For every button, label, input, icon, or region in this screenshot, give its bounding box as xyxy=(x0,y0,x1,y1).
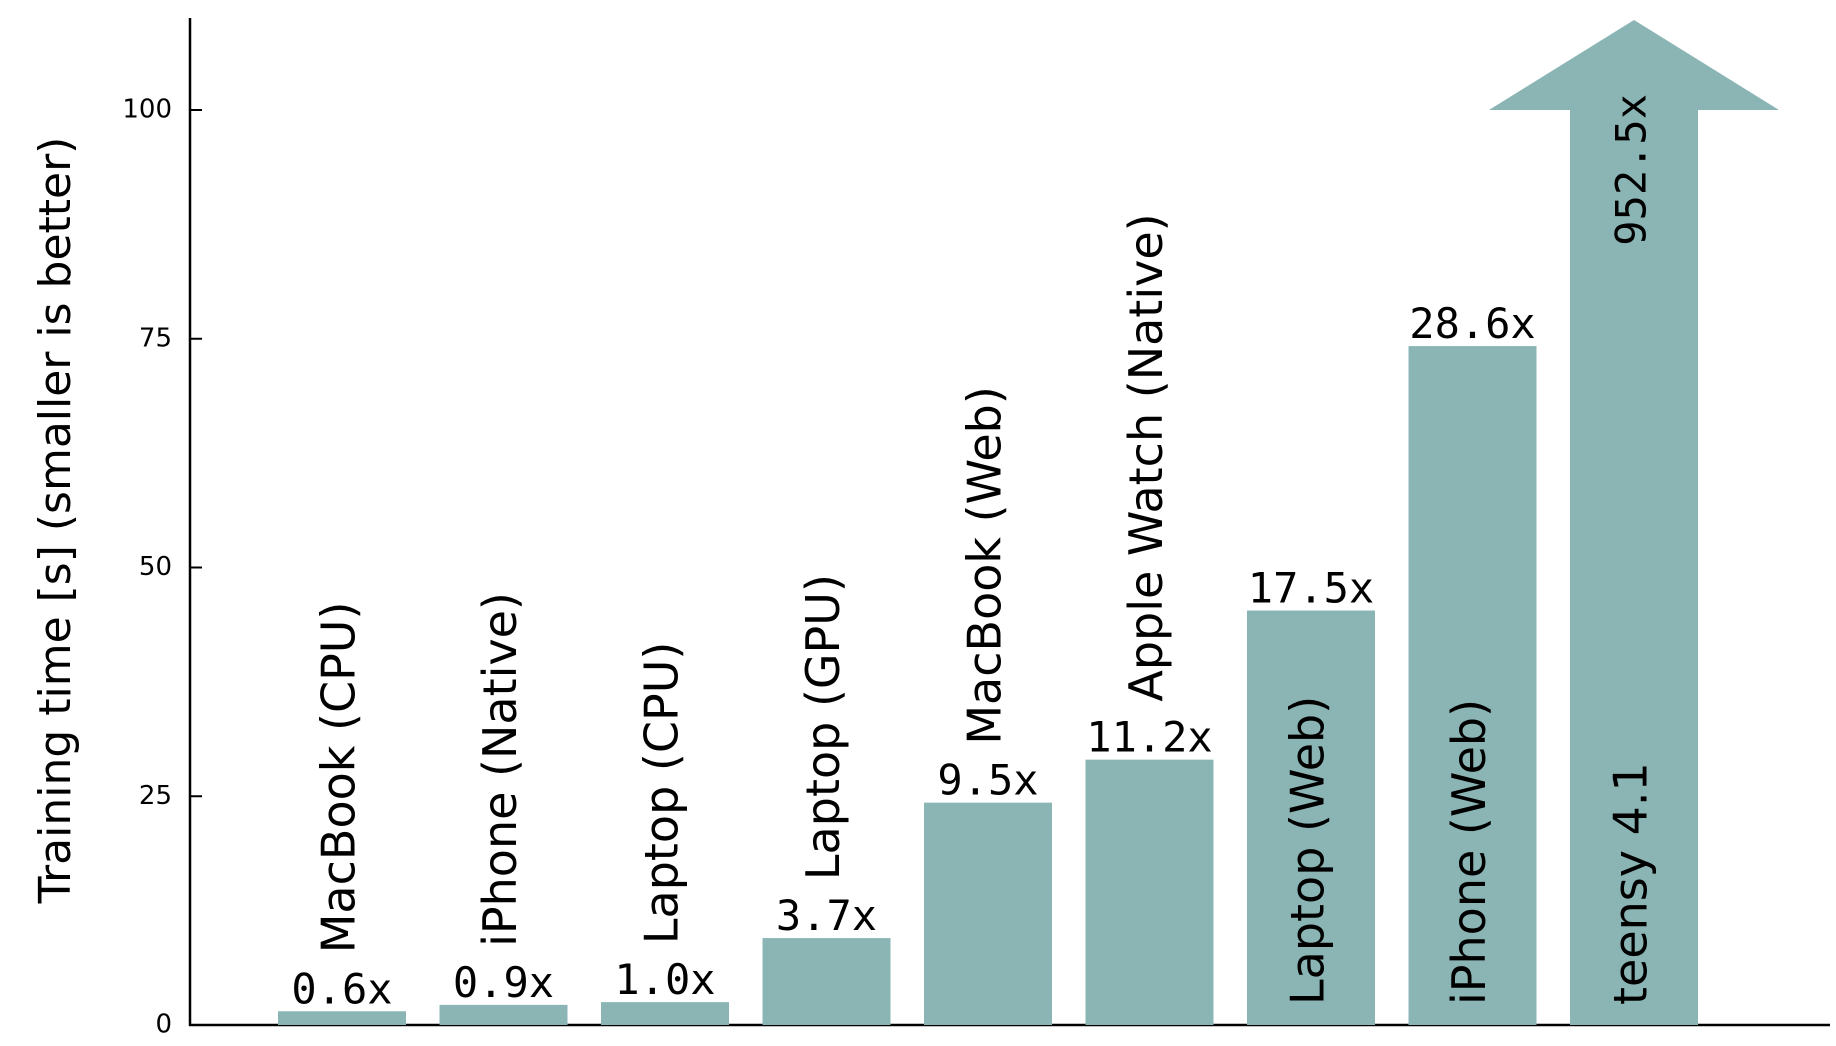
y-tick-label: 0 xyxy=(155,1010,172,1040)
ratio-label: 0.6x xyxy=(291,964,392,1013)
bar xyxy=(762,938,891,1025)
ratio-label: 17.5x xyxy=(1248,564,1374,613)
category-label: Apple Watch (Native) xyxy=(1119,213,1173,701)
category-label: iPhone (Web) xyxy=(1442,699,1496,1005)
ratio-label: 1.0x xyxy=(614,955,715,1004)
bar-arrow xyxy=(1489,20,1779,1025)
bar xyxy=(1247,610,1375,1025)
bar xyxy=(601,1002,729,1025)
ratio-label: 28.6x xyxy=(1409,299,1535,348)
y-tick-label: 100 xyxy=(122,95,172,125)
ratio-label: 11.2x xyxy=(1086,713,1212,762)
ratio-label: 952.5x xyxy=(1607,94,1656,246)
bar xyxy=(278,1011,406,1025)
y-tick-label: 25 xyxy=(139,781,172,811)
category-label: Laptop (CPU) xyxy=(635,642,689,944)
bar xyxy=(1085,759,1214,1025)
bar xyxy=(439,1004,568,1025)
y-ticks: 0 25 50 75 100 xyxy=(122,95,202,1040)
category-label: Laptop (Web) xyxy=(1281,696,1335,1005)
bars xyxy=(278,20,1779,1025)
category-label: MacBook (CPU) xyxy=(312,602,366,954)
category-label: teensy 4.1 xyxy=(1604,762,1658,1005)
y-axis-label: Training time [s] (smaller is better) xyxy=(30,137,81,905)
ratio-label: 3.7x xyxy=(776,891,877,940)
bar xyxy=(1408,346,1537,1025)
category-label: Laptop (GPU) xyxy=(796,574,850,880)
y-tick-label: 75 xyxy=(139,323,172,353)
bar-labels: 0.6x MacBook (CPU) 0.9x iPhone (Native) 1.0x… xyxy=(291,94,1657,1013)
y-tick-label: 50 xyxy=(139,552,172,582)
category-label: MacBook (Web) xyxy=(958,386,1012,744)
ratio-label: 0.9x xyxy=(453,958,554,1007)
ratio-label: 9.5x xyxy=(937,756,1038,805)
bar xyxy=(924,802,1052,1025)
category-label: iPhone (Native) xyxy=(473,592,527,947)
